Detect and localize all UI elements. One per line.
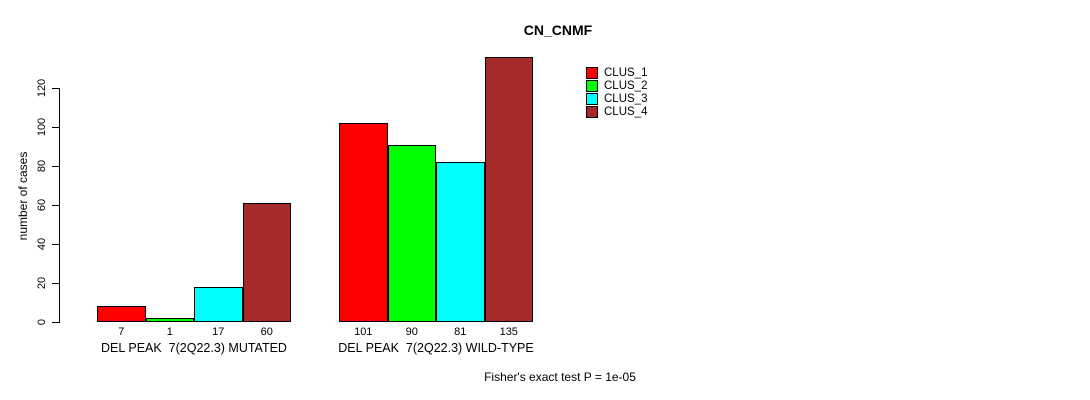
y-tick-label: 60 bbox=[36, 198, 48, 212]
legend-label: CLUS_1 bbox=[604, 66, 648, 79]
bar-clus_3-group2 bbox=[436, 162, 485, 322]
bar-value-label: 7 bbox=[118, 326, 125, 338]
legend-label: CLUS_2 bbox=[604, 79, 648, 92]
y-tick-label: 20 bbox=[36, 276, 48, 290]
legend-item-clus_2: CLUS_2 bbox=[586, 79, 647, 92]
bar-clus_2-group2 bbox=[387, 144, 436, 322]
y-tick-mark bbox=[52, 87, 60, 89]
legend-swatch-icon bbox=[586, 66, 598, 79]
bar-clus_4-group2 bbox=[484, 56, 533, 322]
y-tick-mark bbox=[52, 126, 60, 128]
legend-item-clus_3: CLUS_3 bbox=[586, 92, 647, 105]
bar-value-label: 1 bbox=[166, 326, 173, 338]
bar-value-label: 81 bbox=[454, 326, 467, 338]
bar-value-label: 60 bbox=[260, 326, 273, 338]
legend-swatch-icon bbox=[586, 105, 598, 118]
y-axis-label: number of cases bbox=[16, 151, 30, 241]
bar-clus_4-group1 bbox=[242, 203, 291, 322]
bar-clus_1-group1 bbox=[97, 306, 146, 322]
footnote-fisher-test: Fisher's exact test P = 1e-05 bbox=[484, 370, 636, 384]
bar-value-label: 101 bbox=[354, 326, 373, 338]
legend-item-clus_1: CLUS_1 bbox=[586, 66, 647, 79]
legend-swatch-icon bbox=[586, 92, 598, 105]
y-tick-label: 40 bbox=[36, 237, 48, 251]
bar-value-label: 17 bbox=[212, 326, 225, 338]
legend-label: CLUS_4 bbox=[604, 105, 648, 118]
y-tick-mark bbox=[52, 282, 60, 284]
bar-value-label: 90 bbox=[405, 326, 418, 338]
y-tick-label: 120 bbox=[36, 78, 48, 98]
y-tick-label: 100 bbox=[36, 117, 48, 137]
y-tick-label: 80 bbox=[36, 159, 48, 173]
bar-clus_3-group1 bbox=[194, 286, 243, 322]
y-tick-label: 0 bbox=[36, 318, 48, 326]
legend-item-clus_4: CLUS_4 bbox=[586, 105, 647, 118]
group-label: DEL PEAK 7(2Q22.3) MUTATED bbox=[101, 341, 287, 355]
group-label: DEL PEAK 7(2Q22.3) WILD-TYPE bbox=[338, 341, 534, 355]
bar-clus_1-group2 bbox=[339, 123, 388, 322]
chart-title: CN_CNMF bbox=[523, 22, 593, 38]
y-tick-mark bbox=[52, 204, 60, 206]
legend-swatch-icon bbox=[586, 79, 598, 92]
y-tick-mark bbox=[52, 165, 60, 167]
y-tick-mark bbox=[52, 243, 60, 245]
bar-value-label: 135 bbox=[499, 326, 518, 338]
bar-clus_2-group1 bbox=[145, 318, 194, 322]
legend-label: CLUS_3 bbox=[604, 92, 648, 105]
y-tick-mark bbox=[52, 321, 60, 323]
